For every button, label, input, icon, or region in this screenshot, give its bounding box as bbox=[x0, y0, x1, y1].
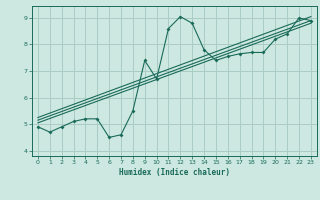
X-axis label: Humidex (Indice chaleur): Humidex (Indice chaleur) bbox=[119, 168, 230, 177]
